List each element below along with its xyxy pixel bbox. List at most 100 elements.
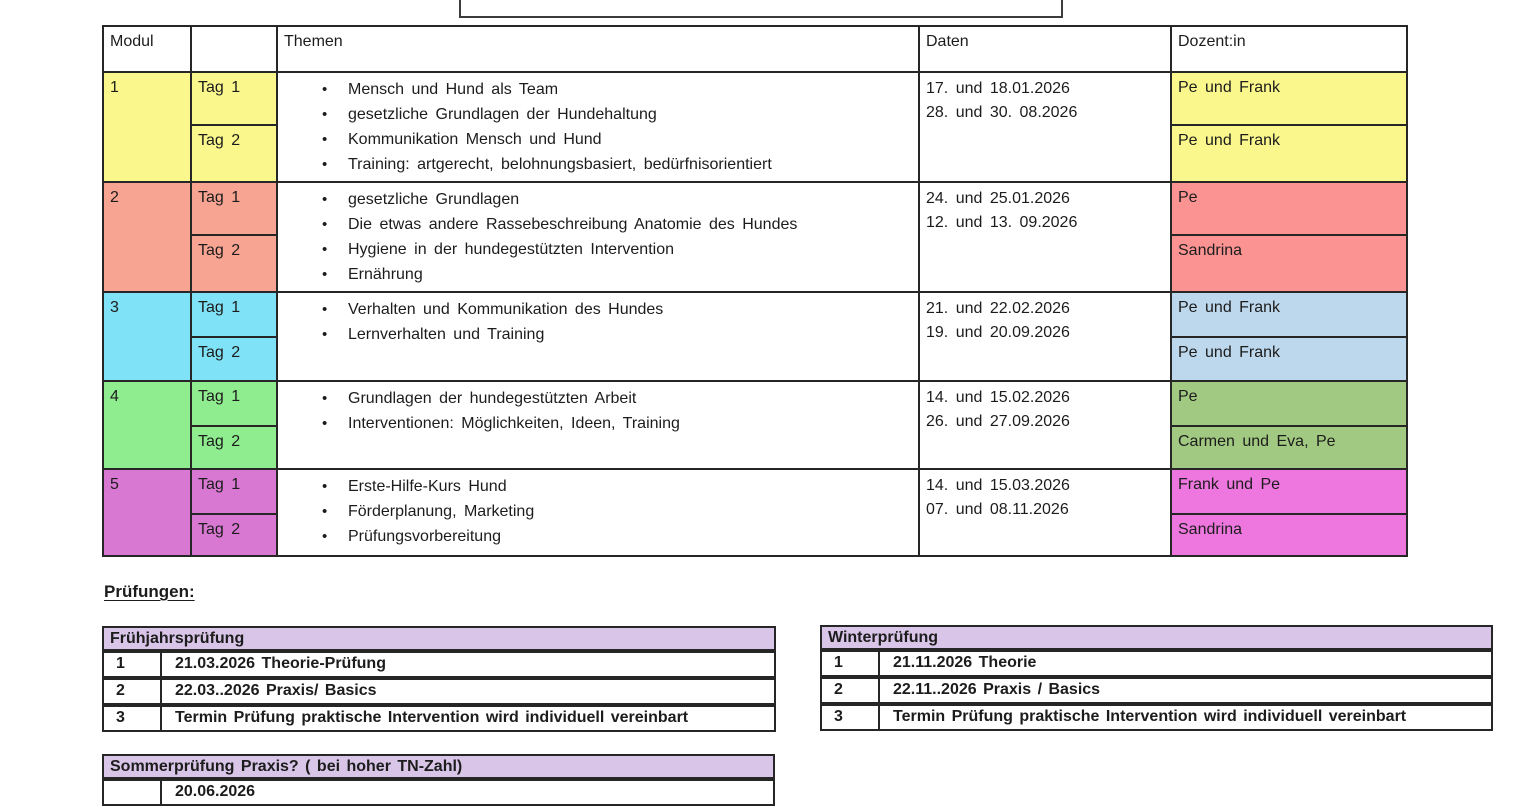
tag1-cell: Tag 1 [190,380,278,427]
module-row-5-day1: 5 Tag 1 • Erste-Hilfe-Kurs Hund • Förderplanu… [102,468,1408,557]
daten-line: 24. und 25.01.2026 [926,190,1070,207]
themen-bullet-item: • Prüfungsvorbereitung [284,524,912,549]
exam-row: 2 22.03..2026 Praxis/ Basics [102,678,776,705]
tag2-cell: Tag 2 [190,336,278,382]
daten-line: 07. und 08.11.2026 [926,501,1069,518]
bullet-icon: • [322,503,328,520]
dozent1-cell: Pe [1170,181,1408,236]
cutoff-text-box [459,0,1063,18]
exam-row: 3 Termin Prüfung praktische Intervention … [102,705,776,732]
exam-row: 1 21.03.2026 Theorie-Prüfung [102,651,776,678]
exam-row-text: 22.11..2026 Praxis / Basics [893,681,1101,698]
exam-row-text: 22.03..2026 Praxis/ Basics [175,682,377,699]
dozent1-cell: Pe und Frank [1170,291,1408,338]
bullet-icon: • [322,478,328,495]
bullet-icon: • [322,131,328,148]
bullet-icon: • [322,241,328,258]
daten-cell: 14. und 15.03.2026 07. und 08.11.2026 [918,468,1172,557]
themen-bullet-item: • Lernverhalten und Training [284,322,912,347]
themen-bullet-item: • Grundlagen der hundegestützten Arbeit [284,386,912,411]
exam-row: 2 22.11..2026 Praxis / Basics [820,677,1493,704]
bullet-icon: • [322,106,328,123]
exam-row-text: Termin Prüfung praktische Intervention w… [893,708,1407,725]
themen-text: Ernährung [348,266,423,283]
themen-bullet-item: • gesetzliche Grundlagen [284,187,912,212]
themen-text: Prüfungsvorbereitung [348,528,501,545]
themen-text: Interventionen: Möglichkeiten, Ideen, Tr… [348,415,680,432]
themen-text: Hygiene in der hundegestützten Intervent… [348,241,674,258]
themen-cell: • gesetzliche Grundlagen • Die etwas andere… [276,181,920,293]
themen-bullet-item: • Verhalten und Kommunikation des Hundes [284,297,912,322]
exam-row-number [104,781,162,804]
themen-text: Mensch und Hund als Team [348,81,559,98]
bullet-icon: • [322,266,328,283]
modul-cell: 1 [102,71,192,183]
module-row-1-day1: 1 Tag 1 • Mensch und Hund als Team • gesetzli… [102,71,1408,183]
exam-row-text: 21.11.2026 Theorie [893,654,1037,671]
exam-row-number: 2 [104,680,162,703]
exam-row-number: 2 [822,679,880,702]
exam-table-sommer: Sommerprüfung Praxis? ( bei hoher TN-Zah… [102,754,775,806]
bullet-icon: • [322,156,328,173]
schedule-table: Modul Themen Daten Dozent:in 1 Tag 1 • Mens… [102,25,1408,557]
exam-row-number: 1 [104,653,162,676]
daten-line: 19. und 20.09.2026 [926,324,1070,341]
bullet-icon: • [322,326,328,343]
exam-table-winter: Winterprüfung 1 21.11.2026 Theorie 2 22.11..… [820,625,1493,731]
daten-cell: 14. und 15.02.2026 26. und 27.09.2026 [918,380,1172,470]
themen-bullet-item: • Hygiene in der hundegestützten Interven… [284,237,912,262]
header-day [190,25,278,73]
tag1-cell: Tag 1 [190,181,278,236]
exam-row: 20.06.2026 [102,779,775,806]
dozent2-cell: Pe und Frank [1170,336,1408,382]
themen-bullet-item: • Förderplanung, Marketing [284,499,912,524]
themen-text: gesetzliche Grundlagen [348,191,520,208]
exam-table-title: Winterprüfung [820,625,1493,650]
dozent2-cell: Sandrina [1170,513,1408,557]
exam-row-number: 1 [822,652,880,675]
daten-line: 14. und 15.03.2026 [926,477,1070,494]
header-dozent: Dozent:in [1170,25,1408,73]
themen-text: Erste-Hilfe-Kurs Hund [348,478,507,495]
themen-text: Lernverhalten und Training [348,326,545,343]
themen-cell: • Erste-Hilfe-Kurs Hund • Förderplanung, Ma… [276,468,920,557]
tag1-cell: Tag 1 [190,468,278,515]
themen-text: Kommunikation Mensch und Hund [348,131,602,148]
tag2-cell: Tag 2 [190,233,278,294]
themen-bullet-item: • Ernährung [284,262,912,287]
themen-text: Training: artgerecht, belohnungsbasiert,… [348,156,772,173]
modul-cell: 4 [102,380,192,470]
schedule-table-body: Modul Themen Daten Dozent:in 1 Tag 1 • Mens… [102,25,1408,557]
themen-bullet-item: • Erste-Hilfe-Kurs Hund [284,474,912,499]
modul-cell: 5 [102,468,192,557]
dozent1-cell: Pe [1170,380,1408,427]
tag1-cell: Tag 1 [190,71,278,126]
exam-row-text: Termin Prüfung praktische Intervention w… [175,709,689,726]
module-row-4-day2: Tag 2 Carmen und Eva, Pe [103,425,1408,470]
daten-line: 14. und 15.02.2026 [926,389,1070,406]
dozent2-cell: Sandrina [1170,233,1408,294]
themen-text: Die etwas andere Rassebeschreibung Anato… [348,216,798,233]
exam-row-text: 20.06.2026 [175,783,256,800]
module-row-3-day1: 3 Tag 1 • Verhalten und Kommunikation des H… [102,291,1408,382]
dozent1-cell: Frank und Pe [1170,468,1408,515]
themen-text: gesetzliche Grundlagen der Hundehaltung [348,106,657,123]
module-row-4-day1: 4 Tag 1 • Grundlagen der hundegestützten Ar… [102,380,1408,470]
header-daten: Daten [918,25,1172,73]
tag1-cell: Tag 1 [190,291,278,338]
exam-row-text: 21.03.2026 Theorie-Prüfung [175,655,386,672]
header-themen: Themen [276,25,920,73]
exam-row-number: 3 [104,707,162,730]
daten-line: 26. und 27.09.2026 [926,413,1070,430]
themen-cell: • Verhalten und Kommunikation des Hundes •… [276,291,920,382]
tag2-cell: Tag 2 [190,513,278,557]
bullet-icon: • [322,301,328,318]
pruefungen-heading: Prüfungen: [104,582,195,601]
modul-cell: 2 [102,181,192,293]
dozent2-cell: Carmen und Eva, Pe [1170,425,1408,470]
exam-table-title: Frühjahrsprüfung [102,626,776,651]
themen-bullet-item: • Interventionen: Möglichkeiten, Ideen, T… [284,411,912,436]
themen-bullet-item: • Training: artgerecht, belohnungsbasiert… [284,152,912,177]
daten-cell: 17. und 18.01.2026 28. und 30. 08.2026 [918,71,1172,183]
bullet-icon: • [322,390,328,407]
